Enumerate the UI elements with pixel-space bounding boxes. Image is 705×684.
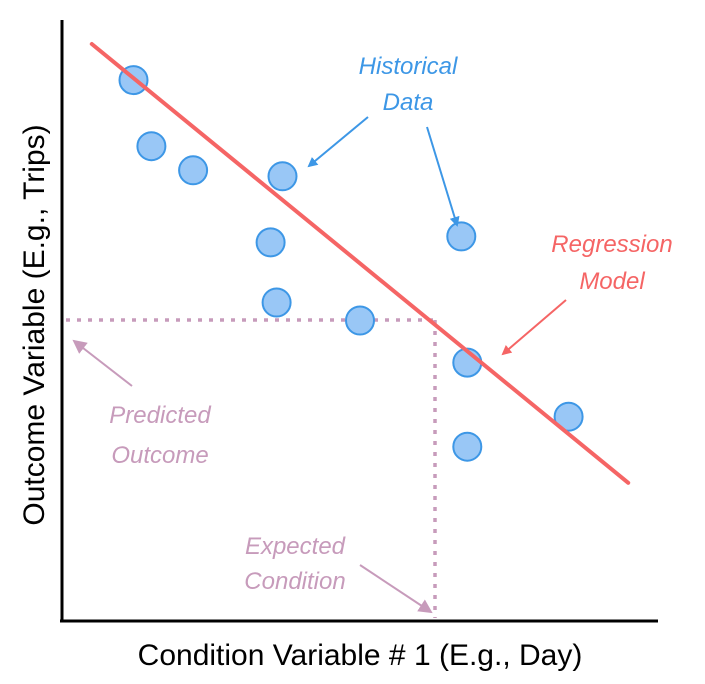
historical-data-points bbox=[118, 65, 584, 462]
data-point bbox=[452, 431, 483, 462]
expected-label-line1: Expected bbox=[245, 533, 346, 560]
data-point bbox=[261, 287, 292, 318]
regression-arrow bbox=[501, 299, 567, 356]
data-point bbox=[178, 155, 209, 186]
data-point bbox=[255, 227, 286, 258]
data-point bbox=[136, 131, 167, 162]
historical-label-line1: Historical bbox=[359, 53, 458, 80]
x-axis-title: Condition Variable # 1 (E.g., Day) bbox=[138, 639, 583, 672]
data-point bbox=[267, 161, 298, 192]
predicted-outcome-arrow bbox=[72, 339, 133, 387]
expected-label-line2: Condition bbox=[244, 568, 345, 595]
historical-label-line2: Data bbox=[383, 89, 434, 116]
historical-arrow-2 bbox=[426, 126, 460, 227]
data-point bbox=[446, 221, 477, 252]
predicted-label-line1: Predicted bbox=[109, 402, 211, 429]
expected-condition-arrow bbox=[359, 564, 433, 614]
predicted-label-line2: Outcome bbox=[111, 442, 208, 469]
data-point bbox=[345, 305, 375, 336]
y-axis-title: Outcome Variable (E.g., Trips) bbox=[18, 124, 51, 525]
regression-label-line2: Model bbox=[579, 268, 645, 295]
regression-line bbox=[89, 42, 631, 485]
regression-label-line1: Regression bbox=[551, 231, 672, 258]
historical-arrow-1 bbox=[307, 116, 369, 168]
data-point bbox=[553, 401, 584, 432]
